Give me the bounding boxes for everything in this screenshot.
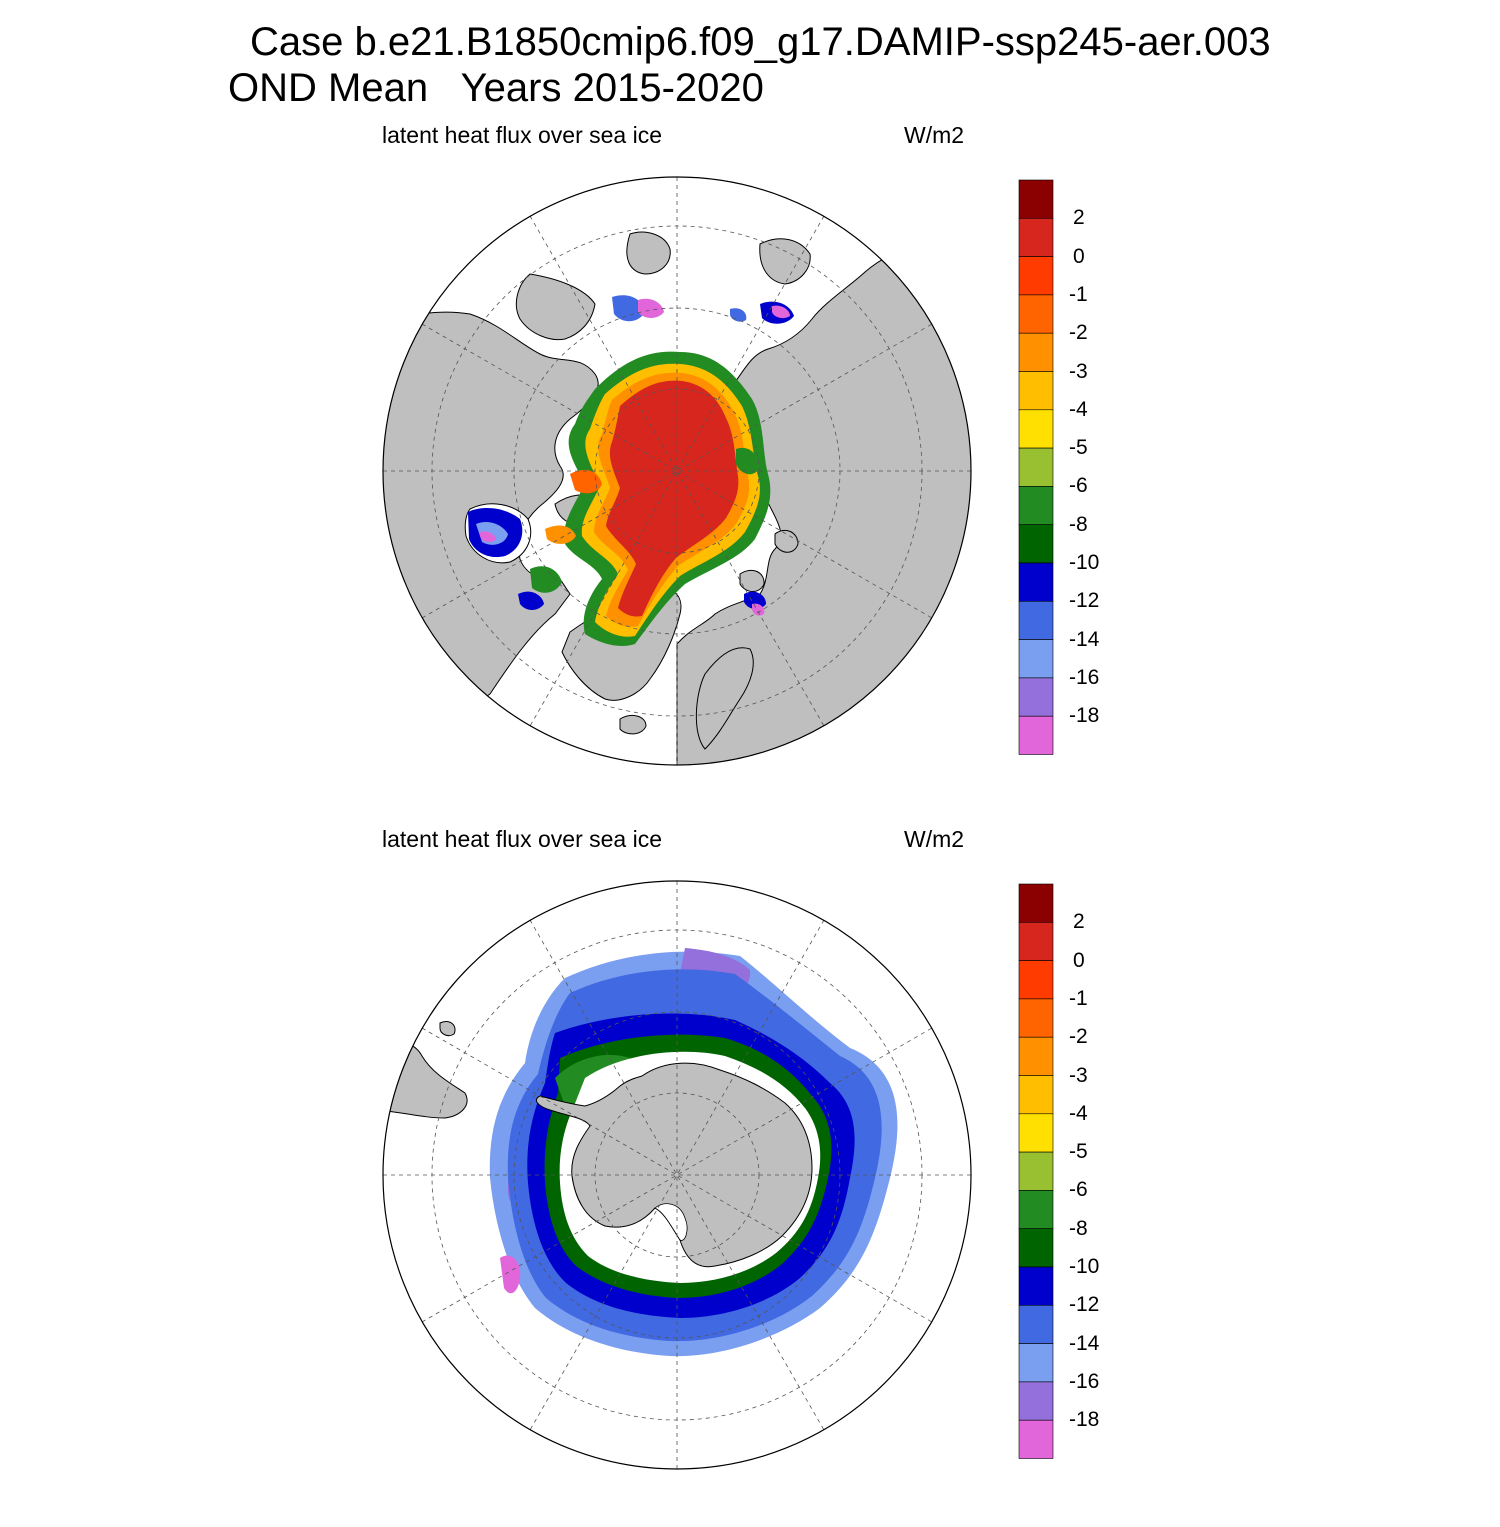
colorbar-swatch	[1018, 998, 1054, 1038]
colorbar-swatch	[1018, 677, 1054, 717]
arctic-polar-map	[382, 176, 972, 766]
colorbar-swatch	[1018, 1343, 1054, 1383]
colorbar-swatch	[1018, 883, 1054, 923]
colorbar-swatch	[1018, 1190, 1054, 1229]
colorbar-swatch	[1018, 1113, 1054, 1153]
figure-title-line-2: OND Mean Years 2015-2020	[228, 66, 764, 110]
colorbar-tick-label: -6	[1069, 1178, 1088, 1202]
colorbar-tick-label: -5	[1069, 436, 1088, 460]
colorbar	[1018, 883, 1054, 1459]
colorbar-swatch	[1018, 294, 1054, 334]
colorbar-swatch	[1018, 1304, 1054, 1344]
colorbar-swatch	[1018, 1228, 1054, 1268]
colorbar	[1018, 179, 1054, 755]
variable-label: latent heat flux over sea ice	[382, 122, 662, 148]
colorbar-tick-label: -5	[1069, 1140, 1088, 1164]
graticule	[383, 177, 971, 765]
map-border	[382, 880, 972, 1470]
panel-arctic: latent heat flux over sea ice W/m2	[0, 118, 1500, 823]
colorbar-swatch	[1018, 409, 1054, 449]
colorbar-tick-label: -10	[1069, 1255, 1100, 1278]
colorbar-swatch	[1018, 1419, 1054, 1459]
colorbar-swatch	[1018, 600, 1054, 640]
colorbar-swatch	[1018, 1381, 1054, 1421]
sea-ice-field	[468, 295, 794, 646]
colorbar-tick-label: -1	[1069, 986, 1088, 1010]
colorbar-tick-label: -16	[1069, 1369, 1100, 1393]
colorbar-swatch	[1018, 524, 1054, 564]
colorbar-tick-label: -18	[1069, 704, 1100, 728]
colorbar-swatch	[1018, 921, 1054, 961]
colorbar-swatch	[1018, 1036, 1054, 1076]
colorbar-tick-label: -18	[1069, 1408, 1100, 1432]
colorbar-tick-label: -14	[1069, 627, 1100, 651]
colorbar-swatch	[1018, 1075, 1054, 1115]
colorbar-swatch	[1018, 486, 1054, 525]
colorbar-swatch	[1018, 179, 1054, 219]
antarctic-polar-map	[382, 880, 972, 1470]
colorbar-swatch	[1018, 1151, 1054, 1191]
units-label: W/m2	[904, 826, 965, 852]
antarctica	[535, 1062, 813, 1268]
colorbar-tick-label: -8	[1069, 1216, 1088, 1240]
colorbar-tick-label: 0	[1073, 244, 1085, 268]
colorbar-swatch	[1018, 1266, 1054, 1306]
colorbar-swatch	[1018, 371, 1054, 411]
colorbar-swatch	[1018, 562, 1054, 602]
colorbar-swatch	[1018, 715, 1054, 755]
colorbar-tick-label: -16	[1069, 665, 1100, 689]
colorbar-tick-label: -6	[1069, 474, 1088, 498]
colorbar-tick-label: -4	[1069, 397, 1088, 421]
figure-title-line-1: Case b.e21.B1850cmip6.f09_g17.DAMIP-ssp2…	[250, 20, 1271, 64]
colorbar-swatch	[1018, 217, 1054, 257]
colorbar-tick-label: 0	[1073, 948, 1085, 972]
colorbar-swatch	[1018, 447, 1054, 487]
colorbar-tick-label: -3	[1069, 1063, 1088, 1087]
map-border	[382, 176, 972, 766]
colorbar-tick-label: -14	[1069, 1331, 1100, 1355]
variable-label: latent heat flux over sea ice	[382, 826, 662, 852]
colorbar-tick-label: -12	[1069, 1293, 1100, 1317]
colorbar-tick-label: -10	[1069, 551, 1100, 574]
colorbar-swatch	[1018, 960, 1054, 1000]
colorbar-swatch	[1018, 256, 1054, 296]
colorbar-tick-label: -8	[1069, 512, 1088, 536]
colorbar-tick-label: 2	[1073, 206, 1085, 230]
colorbar-swatch	[1018, 639, 1054, 679]
colorbar-tick-label: -3	[1069, 359, 1088, 383]
colorbar-tick-label: -2	[1069, 1025, 1088, 1049]
colorbar-tick-label: -1	[1069, 282, 1088, 306]
colorbar-swatch	[1018, 332, 1054, 372]
panel-antarctic: latent heat flux over sea ice W/m2	[0, 822, 1500, 1527]
colorbar-tick-label: 2	[1073, 910, 1085, 934]
colorbar-tick-label: -4	[1069, 1101, 1088, 1125]
units-label: W/m2	[904, 122, 965, 148]
colorbar-tick-label: -2	[1069, 321, 1088, 345]
colorbar-tick-label: -12	[1069, 589, 1100, 613]
graticule	[383, 881, 971, 1469]
